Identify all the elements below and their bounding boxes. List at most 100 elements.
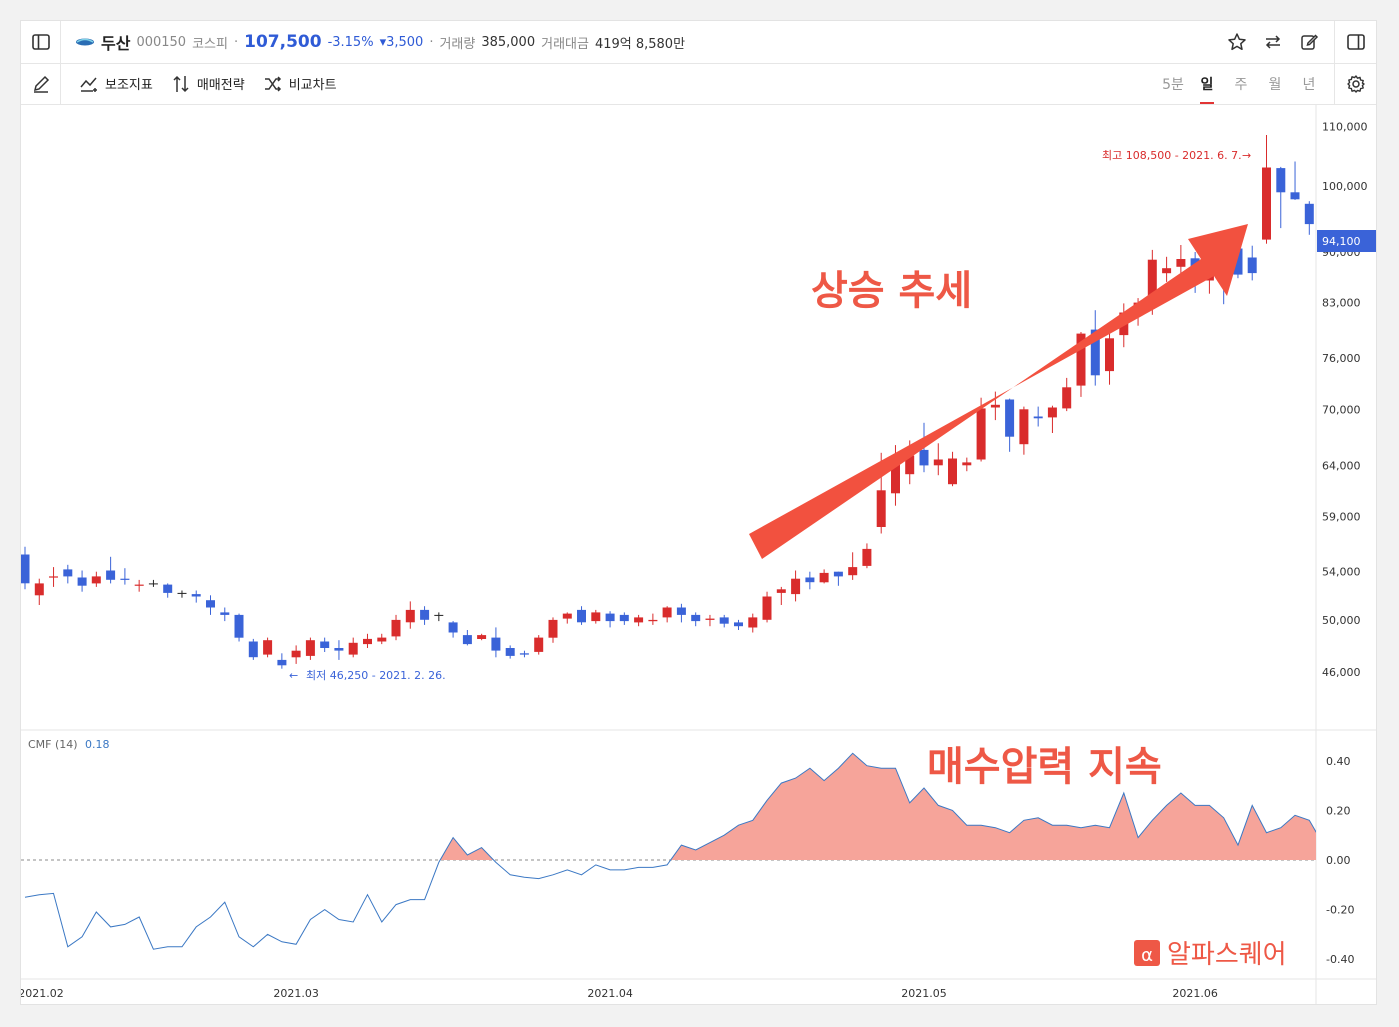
candle-body <box>1033 416 1043 419</box>
candle <box>833 571 843 586</box>
period-tab-week[interactable]: 주 <box>1234 76 1248 93</box>
period-tab-year[interactable]: 년 <box>1302 76 1316 93</box>
candle <box>377 633 387 645</box>
sidebar-toggle[interactable] <box>21 21 61 63</box>
period-tab-month[interactable]: 월 <box>1268 76 1282 93</box>
candle-body <box>163 584 173 593</box>
time-tick-label: 2021.06 <box>1172 987 1218 1000</box>
period-tab-5min[interactable]: 5분 <box>1162 76 1184 93</box>
time-tick-label: 2021.05 <box>901 987 947 1000</box>
candle <box>819 569 829 584</box>
candle <box>1090 310 1100 386</box>
candle-body <box>519 653 529 655</box>
candle-body <box>191 594 201 597</box>
swap-icon[interactable] <box>1262 31 1284 53</box>
candle <box>662 606 672 623</box>
candle-body <box>1176 259 1186 267</box>
candle-body <box>948 458 957 485</box>
stock-code: 000150 <box>136 34 187 50</box>
candle-body <box>676 607 686 615</box>
star-icon[interactable] <box>1226 31 1248 53</box>
candle <box>477 633 487 641</box>
cmf-tick-label: -0.20 <box>1326 904 1354 917</box>
price-tick-label: 70,000 <box>1322 403 1361 416</box>
candle <box>577 606 586 625</box>
symbol-info: 두산 000150 코스피 · 107,500 -3.15% ▾3,500 · … <box>61 30 1212 54</box>
separator: · <box>233 34 239 50</box>
candle-body <box>91 576 101 584</box>
candle-body <box>77 577 87 586</box>
candle-body <box>291 650 301 658</box>
candle <box>591 609 601 624</box>
candle-body <box>234 614 244 638</box>
cmf-positive-area <box>440 753 1316 860</box>
indicators-button[interactable]: 보조지표 <box>79 74 153 93</box>
candle-body <box>833 571 843 577</box>
candle <box>148 579 158 587</box>
stock-market: 코스피 <box>192 36 228 52</box>
candle-body <box>106 570 116 580</box>
candle-body <box>1005 399 1015 437</box>
indicators-label: 보조지표 <box>105 78 153 93</box>
volume-value: 385,000 <box>481 34 536 50</box>
time-tick-label: 2021.02 <box>21 987 64 1000</box>
stock-name[interactable]: 두산 <box>101 34 131 53</box>
candle-body <box>277 659 287 666</box>
draw-tool-button[interactable] <box>21 63 61 104</box>
candle-body <box>534 637 544 652</box>
candle-body <box>791 578 801 595</box>
panel-right-icon <box>1346 34 1365 50</box>
pencil-icon <box>33 75 49 93</box>
price-axis: 110,000100,00090,00083,00076,00070,00064… <box>1322 120 1368 679</box>
candle <box>1019 406 1029 455</box>
candle <box>962 457 972 472</box>
candle <box>91 571 101 587</box>
pressure-annotation: 매수압력 지속 <box>927 744 1162 790</box>
candle <box>748 613 758 633</box>
last-price-tag <box>1317 230 1376 252</box>
settings-button[interactable] <box>1334 63 1376 104</box>
candle-body <box>577 609 586 623</box>
candle-body <box>348 642 358 655</box>
period-tab-day[interactable]: 일 <box>1190 63 1224 104</box>
candle-body <box>734 622 743 627</box>
time-axis: 2021.02 2021.03 2021.04 2021.05 2021.06 <box>21 987 1218 1000</box>
time-tick-label: 2021.04 <box>587 987 633 1000</box>
candle <box>391 614 401 641</box>
candle <box>49 567 58 587</box>
candle <box>848 552 858 580</box>
candle <box>734 619 743 630</box>
chart-area[interactable]: 110,000100,00090,00083,00076,00070,00064… <box>21 104 1376 1004</box>
candle-body <box>177 592 187 594</box>
cmf-tick-label: -0.40 <box>1326 953 1354 966</box>
compare-button[interactable]: 비교차트 <box>263 74 337 93</box>
edit-icon[interactable] <box>1298 31 1320 53</box>
candle-body <box>748 617 758 628</box>
cmf-tick-label: 0.00 <box>1326 854 1351 867</box>
candle <box>1262 135 1271 244</box>
compare-label: 비교차트 <box>288 78 337 93</box>
candle-body <box>448 622 458 633</box>
candle <box>862 543 872 569</box>
candle <box>933 443 943 476</box>
candle-body <box>1062 387 1072 409</box>
candle-body <box>391 619 401 637</box>
change-abs: ▾3,500 <box>379 34 424 50</box>
candle <box>1276 166 1286 229</box>
candle-body <box>49 576 58 578</box>
candle <box>177 590 187 598</box>
sidebar-right-toggle[interactable] <box>1334 21 1376 63</box>
candle <box>163 583 173 598</box>
candle-body <box>591 612 601 622</box>
left-arrow-icon: ← <box>289 669 298 682</box>
candle-body <box>1233 248 1243 275</box>
cmf-tick-label: 0.40 <box>1326 755 1351 768</box>
candle-body <box>1276 168 1286 193</box>
candle <box>505 645 515 659</box>
strategy-button[interactable]: 매매전략 <box>171 74 245 94</box>
company-logo <box>76 38 94 46</box>
indicator-icon <box>80 77 97 92</box>
cmf-title: CMF (14) <box>28 738 78 751</box>
candle <box>1033 406 1043 427</box>
candle <box>1290 161 1300 200</box>
